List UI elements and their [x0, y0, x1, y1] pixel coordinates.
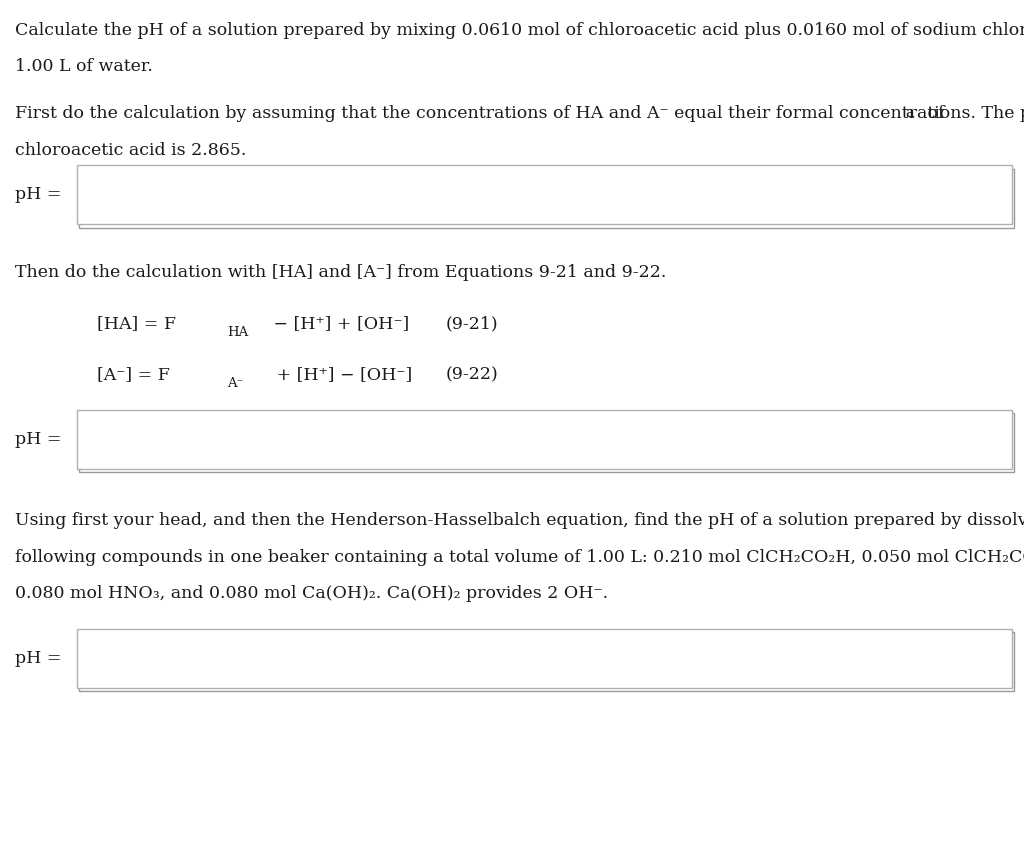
Text: [HA] = F: [HA] = F	[97, 315, 176, 333]
Text: A⁻: A⁻	[227, 378, 244, 391]
FancyBboxPatch shape	[77, 629, 1012, 688]
Text: HA: HA	[227, 326, 249, 339]
Text: + [H⁺] − [OH⁻]: + [H⁺] − [OH⁻]	[271, 366, 413, 383]
Text: pH =: pH =	[15, 430, 61, 448]
Text: a: a	[905, 106, 914, 120]
Text: First do the calculation by assuming that the concentrations of HA and A⁻ equal : First do the calculation by assuming tha…	[15, 106, 1024, 122]
Text: following compounds in one beaker containing a total volume of 1.00 L: 0.210 mol: following compounds in one beaker contai…	[15, 549, 1024, 565]
FancyBboxPatch shape	[77, 410, 1012, 469]
Text: Calculate the pH of a solution prepared by mixing 0.0610 mol of chloroacetic aci: Calculate the pH of a solution prepared …	[15, 22, 1024, 39]
Text: of: of	[922, 106, 944, 122]
Text: Using first your head, and then the Henderson-Hasselbalch equation, find the pH : Using first your head, and then the Hend…	[15, 513, 1024, 529]
Text: [A⁻] = F: [A⁻] = F	[97, 366, 170, 383]
FancyBboxPatch shape	[77, 165, 1012, 224]
Text: − [H⁺] + [OH⁻]: − [H⁺] + [OH⁻]	[268, 315, 410, 333]
Text: pH =: pH =	[15, 186, 61, 204]
Text: 0.080 mol HNO₃, and 0.080 mol Ca(OH)₂. Ca(OH)₂ provides 2 OH⁻.: 0.080 mol HNO₃, and 0.080 mol Ca(OH)₂. C…	[15, 585, 608, 602]
Text: chloroacetic acid is 2.865.: chloroacetic acid is 2.865.	[15, 142, 247, 158]
Text: Then do the calculation with [HA] and [A⁻] from Equations 9-21 and 9-22.: Then do the calculation with [HA] and [A…	[15, 264, 667, 281]
Text: 1.00 L of water.: 1.00 L of water.	[15, 58, 154, 75]
Text: (9-22): (9-22)	[445, 366, 499, 383]
Text: (9-21): (9-21)	[445, 315, 498, 333]
Text: pH =: pH =	[15, 650, 61, 667]
